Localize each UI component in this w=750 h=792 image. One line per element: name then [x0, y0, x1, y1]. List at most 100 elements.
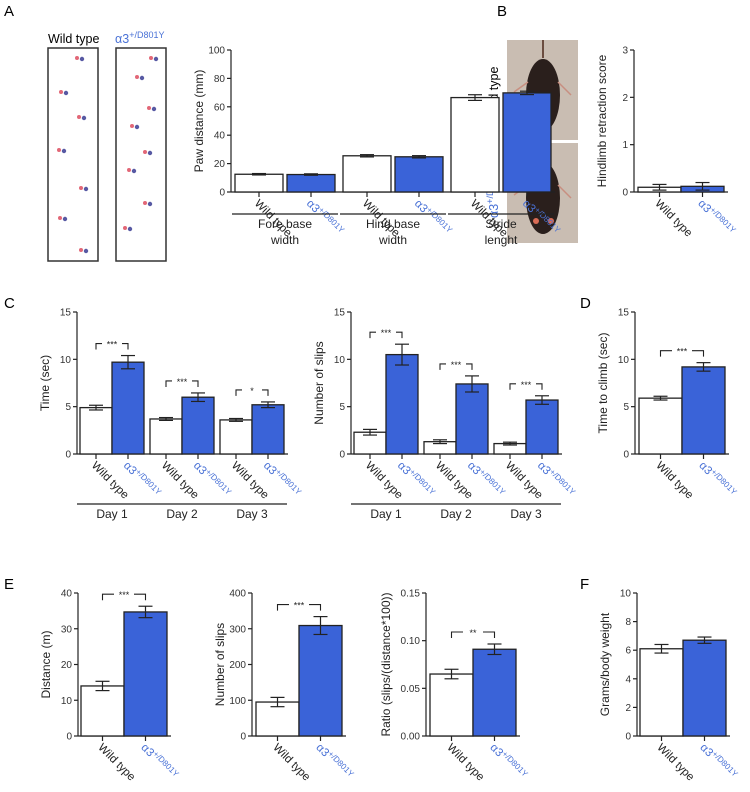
- y-tick-label: 0: [66, 732, 72, 743]
- y-axis-label: Number of slips: [213, 623, 227, 706]
- bar-wild-type: [429, 673, 474, 737]
- category-label: Day 1: [96, 507, 128, 521]
- bar-wild-type: [79, 406, 113, 455]
- panel-letter-a: A: [4, 3, 14, 20]
- panel-letter-b: B: [497, 3, 507, 20]
- significance-bg: [463, 629, 483, 636]
- footprint-fore: [153, 56, 159, 62]
- y-tick-label: 0: [65, 450, 71, 461]
- y-axis-label: Hindlimb retraction score: [595, 54, 609, 187]
- significance-marker: ***: [521, 380, 532, 390]
- bar-mutant: [472, 648, 517, 737]
- bar-wild-type: [638, 397, 683, 455]
- footprint-fore: [134, 124, 140, 130]
- significance-bg: [672, 347, 692, 354]
- bar-wild-type: [80, 685, 125, 737]
- mouse-paw: [548, 218, 554, 224]
- footprint-hind: [147, 106, 151, 110]
- x-tick-label-wild-type: Wild type: [444, 742, 486, 784]
- footprint-hind: [127, 168, 131, 172]
- bar-mutant: [111, 361, 145, 455]
- bar-wild-type: [149, 418, 183, 455]
- y-tick-label: 5: [339, 402, 345, 413]
- y-tick-label: 5: [623, 402, 629, 413]
- footprint-hind: [77, 115, 81, 119]
- footprint-fore: [62, 216, 68, 222]
- bar-mutant: [681, 366, 726, 455]
- chart-e2: 0 100 200 300 400 Number of slips Wild type α3+…: [213, 589, 356, 784]
- footprint-fore: [131, 168, 137, 174]
- y-tick-label: 10: [61, 696, 73, 707]
- y-tick-label: 3: [622, 46, 628, 57]
- footprint-fore: [83, 186, 89, 192]
- y-tick-label: 100: [229, 696, 246, 707]
- significance-bg: [376, 329, 396, 336]
- significance-marker: *: [250, 386, 254, 396]
- bar-wild-type: [234, 173, 284, 193]
- category-label: Day 2: [440, 507, 472, 521]
- y-tick-label: 2: [625, 703, 631, 714]
- significance-bg: [516, 380, 536, 387]
- footprint-hind: [75, 56, 79, 60]
- footprint-hind: [135, 75, 139, 79]
- y-tick-label: 40: [214, 131, 226, 142]
- y-tick-label: 2: [622, 93, 628, 104]
- y-tick-label: 20: [61, 660, 73, 671]
- y-tick-label: 0.15: [401, 589, 421, 600]
- y-tick-label: 4: [625, 674, 631, 685]
- x-tick-label-wild-type: Wild type: [654, 742, 696, 784]
- y-tick-label: 200: [229, 660, 246, 671]
- y-tick-label: 0: [622, 188, 628, 199]
- footprint-hind: [123, 226, 127, 230]
- chart-f: 0 2 4 6 8 10 Grams/body weight Wild type α3+/D80…: [598, 589, 740, 784]
- significance-marker: **: [469, 628, 477, 638]
- x-tick-label-mutant: α3+/D801Y: [313, 740, 356, 783]
- footprint-label-wild-type: Wild type: [48, 32, 99, 46]
- x-tick-label-mutant: α3+/D801Y: [697, 740, 740, 783]
- y-axis-label: Number of slips: [312, 341, 326, 424]
- significance-marker: ***: [119, 590, 130, 600]
- x-tick-label-mutant: α3+/D801Y: [487, 740, 530, 783]
- panel-letter-d: D: [580, 295, 591, 312]
- significance-bg: [446, 360, 466, 367]
- y-tick-label: 0.10: [401, 636, 421, 647]
- bar-mutant: [298, 624, 343, 737]
- footprint-fore: [61, 148, 67, 154]
- y-tick-label: 15: [618, 308, 630, 319]
- footprint-fore: [63, 90, 69, 96]
- y-tick-label: 0: [219, 188, 225, 199]
- bar-mutant: [251, 404, 285, 455]
- bar-mutant: [123, 611, 168, 737]
- mouse-paw: [513, 81, 529, 93]
- y-tick-label: 15: [60, 308, 72, 319]
- y-tick-label: 6: [625, 646, 631, 657]
- significance-marker: ***: [677, 347, 688, 357]
- category-label: Stride: [485, 217, 517, 231]
- y-tick-label: 60: [214, 102, 226, 113]
- x-tick-label-mutant: α3+/D801Y: [696, 458, 739, 501]
- y-tick-label: 80: [214, 74, 226, 85]
- y-tick-label: 0: [339, 450, 345, 461]
- bar-wild-type: [639, 648, 684, 737]
- y-axis-label: Time to climb (sec): [596, 333, 610, 434]
- bar-wild-type: [342, 155, 392, 193]
- y-axis-label: Paw distance (mm): [192, 70, 206, 173]
- footprint-panel: Wild type α3+/D801Y: [47, 30, 167, 262]
- bar-wild-type: [450, 96, 500, 193]
- x-tick-label-wild-type: Wild type: [653, 460, 695, 502]
- significance-bg: [242, 386, 262, 393]
- bar-mutant: [394, 156, 444, 193]
- y-axis-label: Time (sec): [38, 355, 52, 411]
- y-tick-label: 400: [229, 589, 246, 600]
- bar-mutant: [525, 399, 559, 455]
- bar-mutant: [682, 639, 727, 737]
- chart-b: 0 1 2 3 Hindlimb retraction score Wild type α3…: [595, 46, 738, 240]
- panel-letter-f: F: [580, 576, 589, 593]
- footprint-hind: [149, 56, 153, 60]
- footprint-hind: [58, 216, 62, 220]
- footprint-label-mutant: α3+/D801Y: [115, 30, 164, 46]
- x-tick-label-wild-type: Wild type: [270, 742, 312, 784]
- y-tick-label: 0.05: [401, 684, 421, 695]
